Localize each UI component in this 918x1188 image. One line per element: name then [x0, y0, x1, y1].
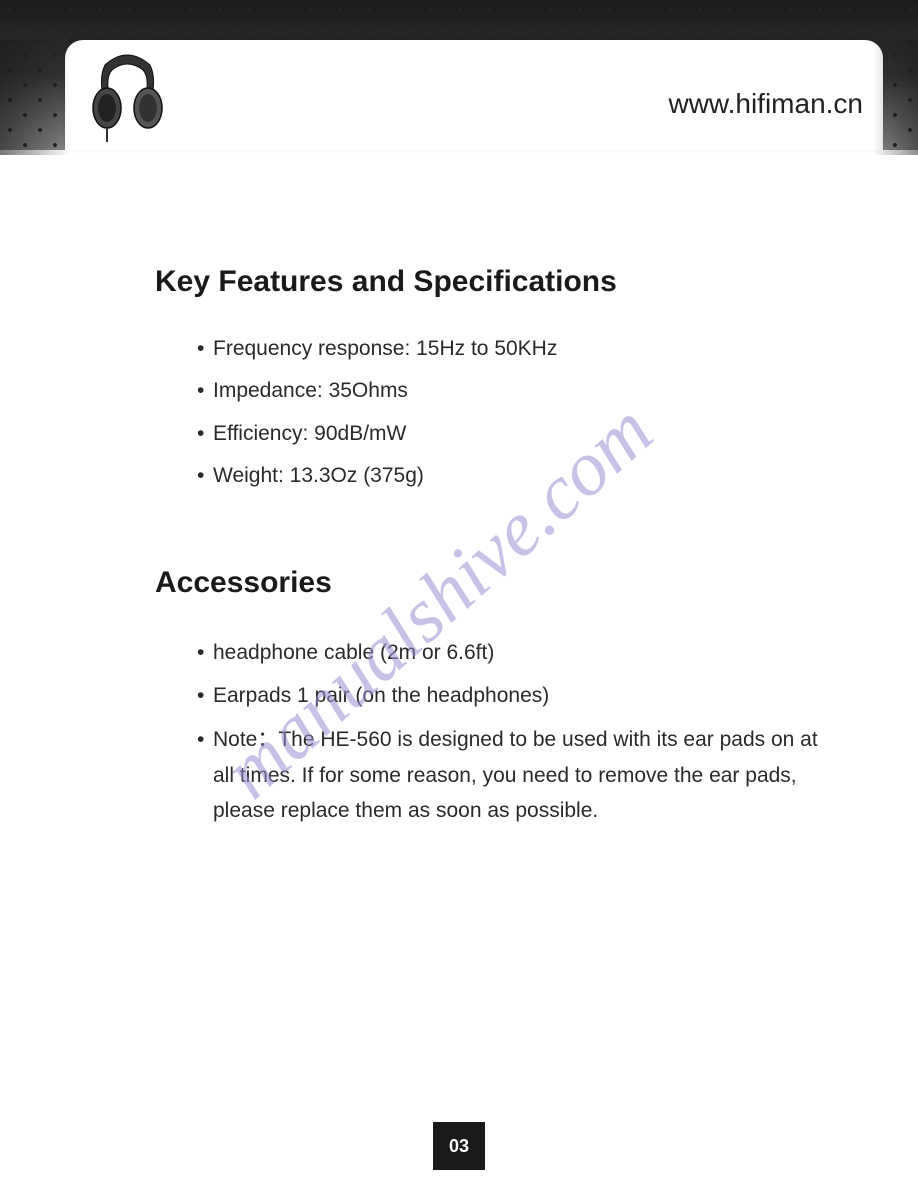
main-content: Key Features and Specifications Frequenc…	[155, 265, 818, 837]
accessories-heading: Accessories	[155, 566, 818, 600]
specs-list: Frequency response: 15Hz to 50KHz Impeda…	[197, 334, 818, 491]
accessories-list: headphone cable (2m or 6.6ft) Earpads 1 …	[197, 635, 818, 829]
spec-item: Efficiency: 90dB/mW	[197, 419, 818, 448]
page-number-box: 03	[433, 1122, 485, 1170]
specs-heading: Key Features and Specifications	[155, 265, 818, 299]
spec-item: Impedance: 35Ohms	[197, 376, 818, 405]
headphone-illustration	[85, 50, 170, 145]
website-url: www.hifiman.cn	[668, 88, 863, 120]
accessory-item: headphone cable (2m or 6.6ft)	[197, 635, 818, 671]
spec-item: Weight: 13.3Oz (375g)	[197, 461, 818, 490]
page-number: 03	[449, 1136, 469, 1157]
header-fade-right	[873, 40, 918, 155]
accessory-item: Note：The HE-560 is designed to be used w…	[197, 722, 818, 829]
spec-item: Frequency response: 15Hz to 50KHz	[197, 334, 818, 363]
accessory-item: Earpads 1 pair (on the headphones)	[197, 678, 818, 714]
header-fade-left	[0, 40, 70, 155]
